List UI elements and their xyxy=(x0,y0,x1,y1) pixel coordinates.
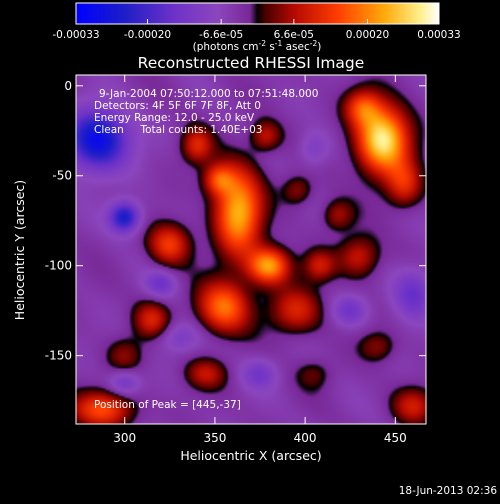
annotation-detectors: Detectors: 4F 5F 6F 7F 8F, Att 0 xyxy=(94,100,261,112)
x-tick-label: 300 xyxy=(113,431,136,445)
colorbar-tick-label: -0.00020 xyxy=(124,29,171,41)
footer-date: 18-Jun-2013 02:36 xyxy=(399,485,498,497)
colorbar-units: (photons cm-2 s-1 asec-2) xyxy=(193,39,322,53)
x-axis-label: Heliocentric X (arcsec) xyxy=(180,448,321,463)
plot-frame xyxy=(75,74,427,425)
colorbar-tick-label: 6.6e-05 xyxy=(274,29,314,41)
chart-title: Reconstructed RHESSI Image xyxy=(138,54,365,72)
colorbar: -0.00033 -0.00020 -6.6e-05 6.6e-05 0.00020 0.… xyxy=(52,2,461,53)
x-tick-label: 400 xyxy=(294,431,317,445)
y-tick-label: -100 xyxy=(45,259,72,273)
y-tick-label: 0 xyxy=(64,79,72,93)
y-tick-label: -150 xyxy=(45,349,72,363)
peak-position-label: Position of Peak = [445,-37] xyxy=(94,399,241,411)
annotation-counts: Clean Total counts: 1.40E+03 xyxy=(94,124,263,136)
colorbar-frame xyxy=(75,2,440,25)
y-tick-label: -50 xyxy=(52,169,72,183)
colorbar-tick-label: -0.00033 xyxy=(52,29,99,41)
colorbar-gradient xyxy=(76,3,439,24)
x-axis-ticks: 300 350 400 450 xyxy=(113,75,407,445)
colorbar-tick-label: 0.00020 xyxy=(346,29,389,41)
annotations: 9-Jan-2004 07:50:12.000 to 07:51:48.000 … xyxy=(94,88,318,411)
colorbar-tick-label: -6.6e-05 xyxy=(199,29,243,41)
annotation-energy: Energy Range: 12.0 - 25.0 keV xyxy=(94,112,255,124)
colorbar-ticks: -0.00033 -0.00020 -6.6e-05 6.6e-05 0.00020 0.… xyxy=(52,19,461,41)
annotation-time: 9-Jan-2004 07:50:12.000 to 07:51:48.000 xyxy=(99,88,318,100)
heatmap-image xyxy=(76,75,426,424)
y-axis-ticks: 0 -50 -100 -150 xyxy=(45,79,426,363)
x-tick-label: 350 xyxy=(203,431,226,445)
colorbar-tick-label: 0.00033 xyxy=(417,29,460,41)
y-axis-label: Heliocentric Y (arcsec) xyxy=(12,180,27,320)
x-tick-label: 450 xyxy=(384,431,407,445)
